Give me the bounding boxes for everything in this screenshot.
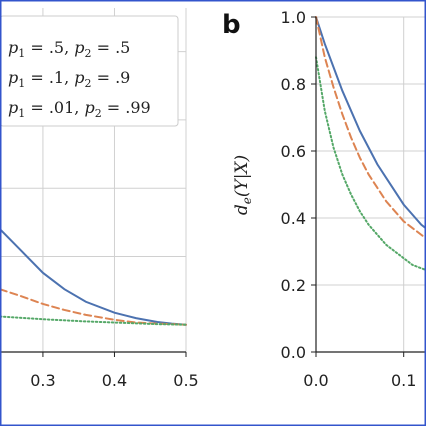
legend-entry-3-p2: p (84, 98, 94, 117)
panel-b-series (315, 16, 426, 272)
legend-entry-2-s2: 2 (85, 77, 92, 90)
panel-a-xtick-label-0: 0.3 (30, 371, 55, 390)
panel-b-xtick-label-1: 0.1 (391, 371, 416, 390)
legend-entry-1-v1: = .5, (25, 38, 74, 57)
legend-entry-3-s1: 1 (18, 107, 25, 120)
legend-entry-3-v1: = .01, (25, 98, 84, 117)
legend-entry-2-p1: p (8, 68, 18, 87)
panel-b-ytick-label-1: 0.2 (281, 276, 306, 295)
panel-a-series-line-2 (0, 288, 187, 326)
panel-b-ytick-label-3: 0.6 (281, 142, 306, 161)
legend-entry-2-s1: 1 (18, 77, 25, 90)
legend-box (0, 15, 179, 127)
legend-entry-1: p1 = .5, p2 = .5 (8, 38, 130, 60)
panel-b-series-line-1 (315, 16, 426, 230)
panel-a-series-line-1 (0, 228, 187, 326)
legend-entry-2-v2: = .9 (92, 68, 131, 87)
panel-b-ytick-label-0: 0.0 (281, 343, 306, 362)
ylabel-sub: e (240, 197, 254, 204)
panel-b-label: b (222, 10, 241, 40)
panel-a-series-line-3 (0, 315, 187, 326)
legend-entry-1-v2: = .5 (92, 38, 131, 57)
legend-entry-1-p2: p (74, 38, 84, 57)
panel-a-plot: 0.3 0.4 0.5 p1 = .5, p2 = .5 p1 = .1, p2 =… (0, 8, 199, 390)
ylabel-rest: (Y|X) (232, 155, 252, 197)
panel-a-legend: p1 = .5, p2 = .5 p1 = .1, p2 = .9 p1 = .… (0, 15, 179, 127)
panel-a-x-ticks: 0.3 0.4 0.5 (30, 352, 199, 390)
panel-b-plot: b 0.0 0.2 0.4 0.6 0.8 1.0 0.0 0.1 de(Y|X) (222, 8, 426, 390)
panel-b-axes (315, 17, 426, 353)
legend-entry-2: p1 = .1, p2 = .9 (8, 68, 130, 90)
panel-a-series (0, 228, 187, 326)
legend-entry-2-p2: p (74, 68, 84, 87)
legend-entry-1-p1: p (8, 38, 18, 57)
panel-a-xtick-label-2: 0.5 (173, 371, 198, 390)
panel-b-ytick-label-2: 0.4 (281, 209, 306, 228)
panel-b-ytick-label-4: 0.8 (281, 75, 306, 94)
panel-b-y-ticks: 0.0 0.2 0.4 0.6 0.8 1.0 (281, 8, 316, 362)
legend-entry-1-s1: 1 (18, 47, 25, 60)
legend-entry-3-s2: 2 (95, 107, 102, 120)
panel-b-series-line-2 (315, 16, 426, 240)
panel-b-xtick-label-0: 0.0 (303, 371, 328, 390)
legend-entry-3: p1 = .01, p2 = .99 (8, 98, 151, 120)
legend-entry-3-v2: = .99 (102, 98, 151, 117)
legend-entry-3-p1: p (8, 98, 18, 117)
panel-b-x-ticks: 0.0 0.1 (303, 352, 416, 390)
panel-b-ytick-label-5: 1.0 (281, 8, 306, 27)
panel-a-xtick-label-1: 0.4 (102, 371, 127, 390)
panel-b-ylabel: de(Y|X) (232, 155, 254, 215)
ylabel-d: d (232, 204, 252, 215)
legend-entry-1-s2: 2 (85, 47, 92, 60)
panel-b-series-line-3 (315, 56, 426, 272)
legend-entry-2-v1: = .1, (25, 68, 74, 87)
